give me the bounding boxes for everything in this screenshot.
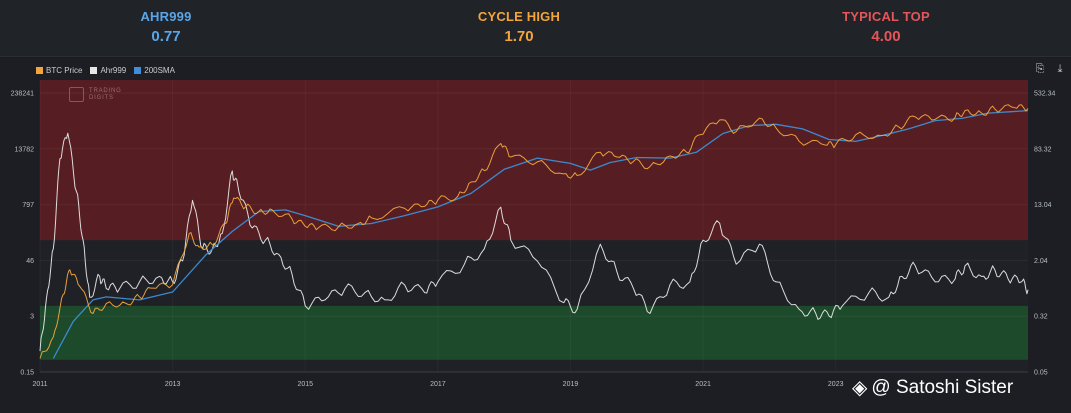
legend-swatch xyxy=(90,66,98,74)
legend-swatch xyxy=(134,66,142,74)
left-tick-label: 13782 xyxy=(15,146,35,153)
right-tick-label: 13.04 xyxy=(1034,202,1052,209)
stat-cycle-high: CYCLE HIGH 1.70 xyxy=(399,9,639,45)
chart-legend: BTC Price Ahr999 200SMA xyxy=(36,64,183,76)
stat-label: TYPICAL TOP xyxy=(842,9,930,24)
left-tick-label: 797 xyxy=(22,202,34,209)
x-tick-label: 2013 xyxy=(165,381,181,388)
watermark-line-1: TRADING xyxy=(89,87,122,94)
binance-square-icon: ◈ xyxy=(852,377,868,399)
stat-label: CYCLE HIGH xyxy=(477,9,561,24)
legend-label: 200SMA xyxy=(144,65,175,75)
stat-value: 4.00 xyxy=(871,28,901,45)
legend-label: Ahr999 xyxy=(100,65,127,75)
x-tick-label: 2011 xyxy=(32,381,47,388)
stat-typical-top: TYPICAL TOP 4.00 xyxy=(766,9,1006,45)
left-tick-label: 3 xyxy=(30,314,34,321)
brand-watermark: ◈ @ Satoshi Sister xyxy=(852,375,1013,400)
watermark-icon xyxy=(69,87,84,102)
right-tick-label: 532.34 xyxy=(1034,91,1056,98)
band-typical-top xyxy=(40,80,1028,241)
right-tick-label: 0.32 xyxy=(1034,314,1048,321)
stat-value: 0.77 xyxy=(151,28,181,45)
stat-label: AHR999 xyxy=(140,9,192,24)
series-line-200sma xyxy=(52,109,1029,359)
x-tick-label: 2017 xyxy=(430,381,446,388)
download-icon[interactable]: ⤓ xyxy=(1057,63,1063,75)
band-buy-zone xyxy=(40,305,1028,360)
watermark-logo: TRADING DIGITS xyxy=(69,87,122,102)
legend-swatch xyxy=(36,66,43,74)
series-line-ahr999 xyxy=(39,132,1029,352)
x-tick-label: 2015 xyxy=(297,381,313,388)
x-tick-label: 2021 xyxy=(695,381,711,388)
watermark-line-2: DIGITS xyxy=(89,94,114,101)
copy-icon[interactable]: ⎘ xyxy=(1035,63,1045,75)
stat-value: 1.70 xyxy=(504,28,534,45)
legend-label: BTC Price xyxy=(46,65,83,75)
right-tick-label: 83.32 xyxy=(1034,146,1052,153)
left-tick-label: 46 xyxy=(26,258,34,265)
series-line-btc-price xyxy=(39,104,1029,359)
left-tick-label: 238241 xyxy=(11,91,34,98)
brand-text: @ Satoshi Sister xyxy=(871,376,1014,398)
x-tick-label: 2023 xyxy=(828,381,844,388)
right-tick-label: 2.04 xyxy=(1034,258,1048,265)
right-tick-label: 0.05 xyxy=(1034,370,1048,377)
stats-bar: AHR999 0.77 CYCLE HIGH 1.70 TYPICAL TOP … xyxy=(0,0,1071,57)
stat-ahr999: AHR999 0.77 xyxy=(46,9,286,45)
legend-item-200sma[interactable]: 200SMA xyxy=(134,66,175,75)
legend-item-btc-price[interactable]: BTC Price xyxy=(36,66,82,75)
left-tick-label: 0.15 xyxy=(20,370,34,377)
x-tick-label: 2019 xyxy=(563,381,579,388)
legend-item-ahr999[interactable]: Ahr999 xyxy=(90,66,126,75)
